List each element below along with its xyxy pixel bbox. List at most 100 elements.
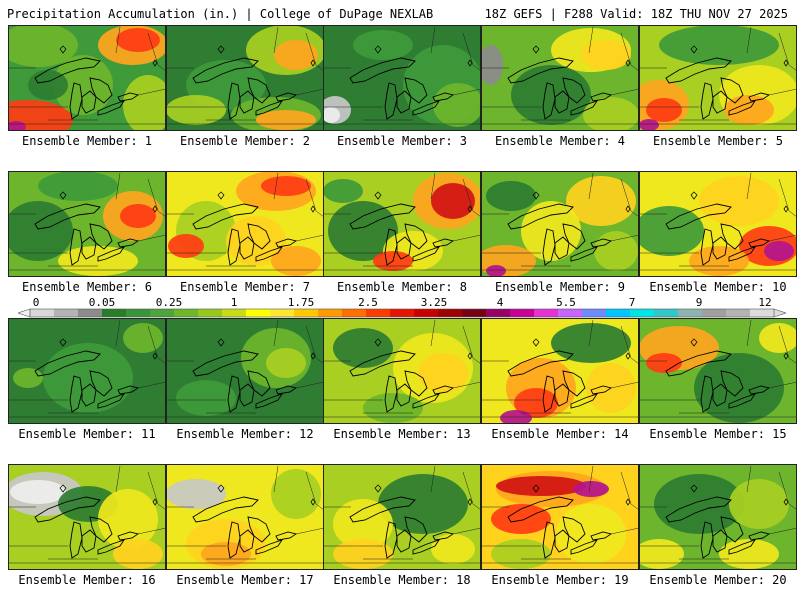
precip-map-9 xyxy=(481,171,639,277)
colorbar-tick-label: 5.5 xyxy=(556,297,576,309)
colorbar-segment xyxy=(294,309,319,317)
ensemble-panel-9: Ensemble Member: 9 xyxy=(481,171,639,294)
precip-map-13 xyxy=(323,318,481,424)
precip-map-18 xyxy=(323,464,481,570)
colorbar-segment xyxy=(558,309,583,317)
colorbar-segment xyxy=(534,309,559,317)
ensemble-panel-13: Ensemble Member: 13 xyxy=(323,318,481,441)
colorbar-segment xyxy=(270,309,295,317)
colorbar-segment xyxy=(390,309,415,317)
colorbar-segment xyxy=(630,309,655,317)
precip-map-2 xyxy=(166,25,324,131)
colorbar-tick-label: 1.75 xyxy=(288,297,315,309)
precip-map-10 xyxy=(639,171,797,277)
colorbar-tick-label: 3.25 xyxy=(421,297,448,309)
precip-map-15 xyxy=(639,318,797,424)
colorbar-segment xyxy=(198,309,223,317)
colorbar-segment xyxy=(174,309,199,317)
colorbar-segment xyxy=(246,309,271,317)
ensemble-panel-16: Ensemble Member: 16 xyxy=(8,464,166,587)
ensemble-panel-8: Ensemble Member: 8 xyxy=(323,171,481,294)
colorbar-frame xyxy=(29,308,775,318)
model-run-info: 18Z GEFS | F288 Valid: 18Z THU NOV 27 20… xyxy=(484,7,788,21)
colorbar-tick-label: 9 xyxy=(696,297,703,309)
colorbar-segment xyxy=(318,309,343,317)
ensemble-panel-1: Ensemble Member: 1 xyxy=(8,25,166,148)
ensemble-member-label: Ensemble Member: 11 xyxy=(18,427,156,441)
colorbar-right-arrow xyxy=(773,308,786,318)
page-title: Precipitation Accumulation (in.) | Colle… xyxy=(7,7,434,21)
ensemble-member-label: Ensemble Member: 6 xyxy=(21,280,153,294)
colorbar-segment xyxy=(750,309,775,317)
ensemble-member-label: Ensemble Member: 13 xyxy=(333,427,471,441)
ensemble-member-label: Ensemble Member: 18 xyxy=(333,573,471,587)
precip-map-5 xyxy=(639,25,797,131)
ensemble-panel-3: Ensemble Member: 3 xyxy=(323,25,481,148)
colorbar-tick-label: 0.05 xyxy=(89,297,116,309)
colorbar-left-arrow xyxy=(18,308,31,318)
colorbar-tick-label: 0.25 xyxy=(156,297,183,309)
colorbar-segment xyxy=(462,309,487,317)
precip-map-4 xyxy=(481,25,639,131)
colorbar-tick-label: 7 xyxy=(629,297,636,309)
colorbar-segment xyxy=(30,309,55,317)
ensemble-member-label: Ensemble Member: 12 xyxy=(176,427,314,441)
precip-map-6 xyxy=(8,171,166,277)
ensemble-member-label: Ensemble Member: 16 xyxy=(18,573,156,587)
colorbar-segment xyxy=(102,309,127,317)
ensemble-panel-6: Ensemble Member: 6 xyxy=(8,171,166,294)
ensemble-member-label: Ensemble Member: 19 xyxy=(491,573,629,587)
ensemble-panel-7: Ensemble Member: 7 xyxy=(166,171,324,294)
colorbar-segment xyxy=(510,309,535,317)
colorbar-segment xyxy=(606,309,631,317)
precip-map-12 xyxy=(166,318,324,424)
colorbar-segment xyxy=(150,309,175,317)
ensemble-member-label: Ensemble Member: 20 xyxy=(649,573,787,587)
colorbar-segment xyxy=(366,309,391,317)
colorbar-segment xyxy=(678,309,703,317)
ensemble-panel-17: Ensemble Member: 17 xyxy=(166,464,324,587)
ensemble-member-label: Ensemble Member: 17 xyxy=(176,573,314,587)
colorbar-segment xyxy=(702,309,727,317)
colorbar-segment xyxy=(342,309,367,317)
ensemble-panel-2: Ensemble Member: 2 xyxy=(166,25,324,148)
ensemble-member-label: Ensemble Member: 4 xyxy=(494,134,626,148)
ensemble-panel-4: Ensemble Member: 4 xyxy=(481,25,639,148)
colorbar-segment xyxy=(78,309,103,317)
ensemble-member-label: Ensemble Member: 2 xyxy=(179,134,311,148)
precip-map-1 xyxy=(8,25,166,131)
ensemble-panel-20: Ensemble Member: 20 xyxy=(639,464,797,587)
ensemble-member-label: Ensemble Member: 3 xyxy=(336,134,468,148)
colorbar-segment xyxy=(582,309,607,317)
precip-map-3 xyxy=(323,25,481,131)
ensemble-member-label: Ensemble Member: 7 xyxy=(179,280,311,294)
precip-map-8 xyxy=(323,171,481,277)
ensemble-panel-18: Ensemble Member: 18 xyxy=(323,464,481,587)
precip-map-16 xyxy=(8,464,166,570)
colorbar-segment xyxy=(414,309,439,317)
colorbar-tick-label: 2.5 xyxy=(358,297,378,309)
ensemble-member-label: Ensemble Member: 1 xyxy=(21,134,153,148)
precip-map-19 xyxy=(481,464,639,570)
ensemble-member-label: Ensemble Member: 8 xyxy=(336,280,468,294)
colorbar-segment xyxy=(126,309,151,317)
ensemble-member-label: Ensemble Member: 9 xyxy=(494,280,626,294)
precip-map-17 xyxy=(166,464,324,570)
colorbar-tick-label: 1 xyxy=(231,297,238,309)
colorbar-tick-label: 0 xyxy=(33,297,40,309)
colorbar-segment xyxy=(486,309,511,317)
precip-map-20 xyxy=(639,464,797,570)
precipitation-colorbar: 0 0.05 0.25 1 1.75 2.5 3.25 4 5.5 7 9 12 xyxy=(18,297,786,318)
ensemble-member-label: Ensemble Member: 15 xyxy=(649,427,787,441)
colorbar-tick-label: 4 xyxy=(497,297,504,309)
ensemble-panel-11: Ensemble Member: 11 xyxy=(8,318,166,441)
precip-map-7 xyxy=(166,171,324,277)
colorbar-segment xyxy=(222,309,247,317)
ensemble-panel-12: Ensemble Member: 12 xyxy=(166,318,324,441)
ensemble-panel-15: Ensemble Member: 15 xyxy=(639,318,797,441)
colorbar-segment xyxy=(438,309,463,317)
ensemble-member-label: Ensemble Member: 5 xyxy=(652,134,784,148)
colorbar-segment xyxy=(54,309,79,317)
ensemble-member-label: Ensemble Member: 10 xyxy=(649,280,787,294)
ensemble-member-label: Ensemble Member: 14 xyxy=(491,427,629,441)
